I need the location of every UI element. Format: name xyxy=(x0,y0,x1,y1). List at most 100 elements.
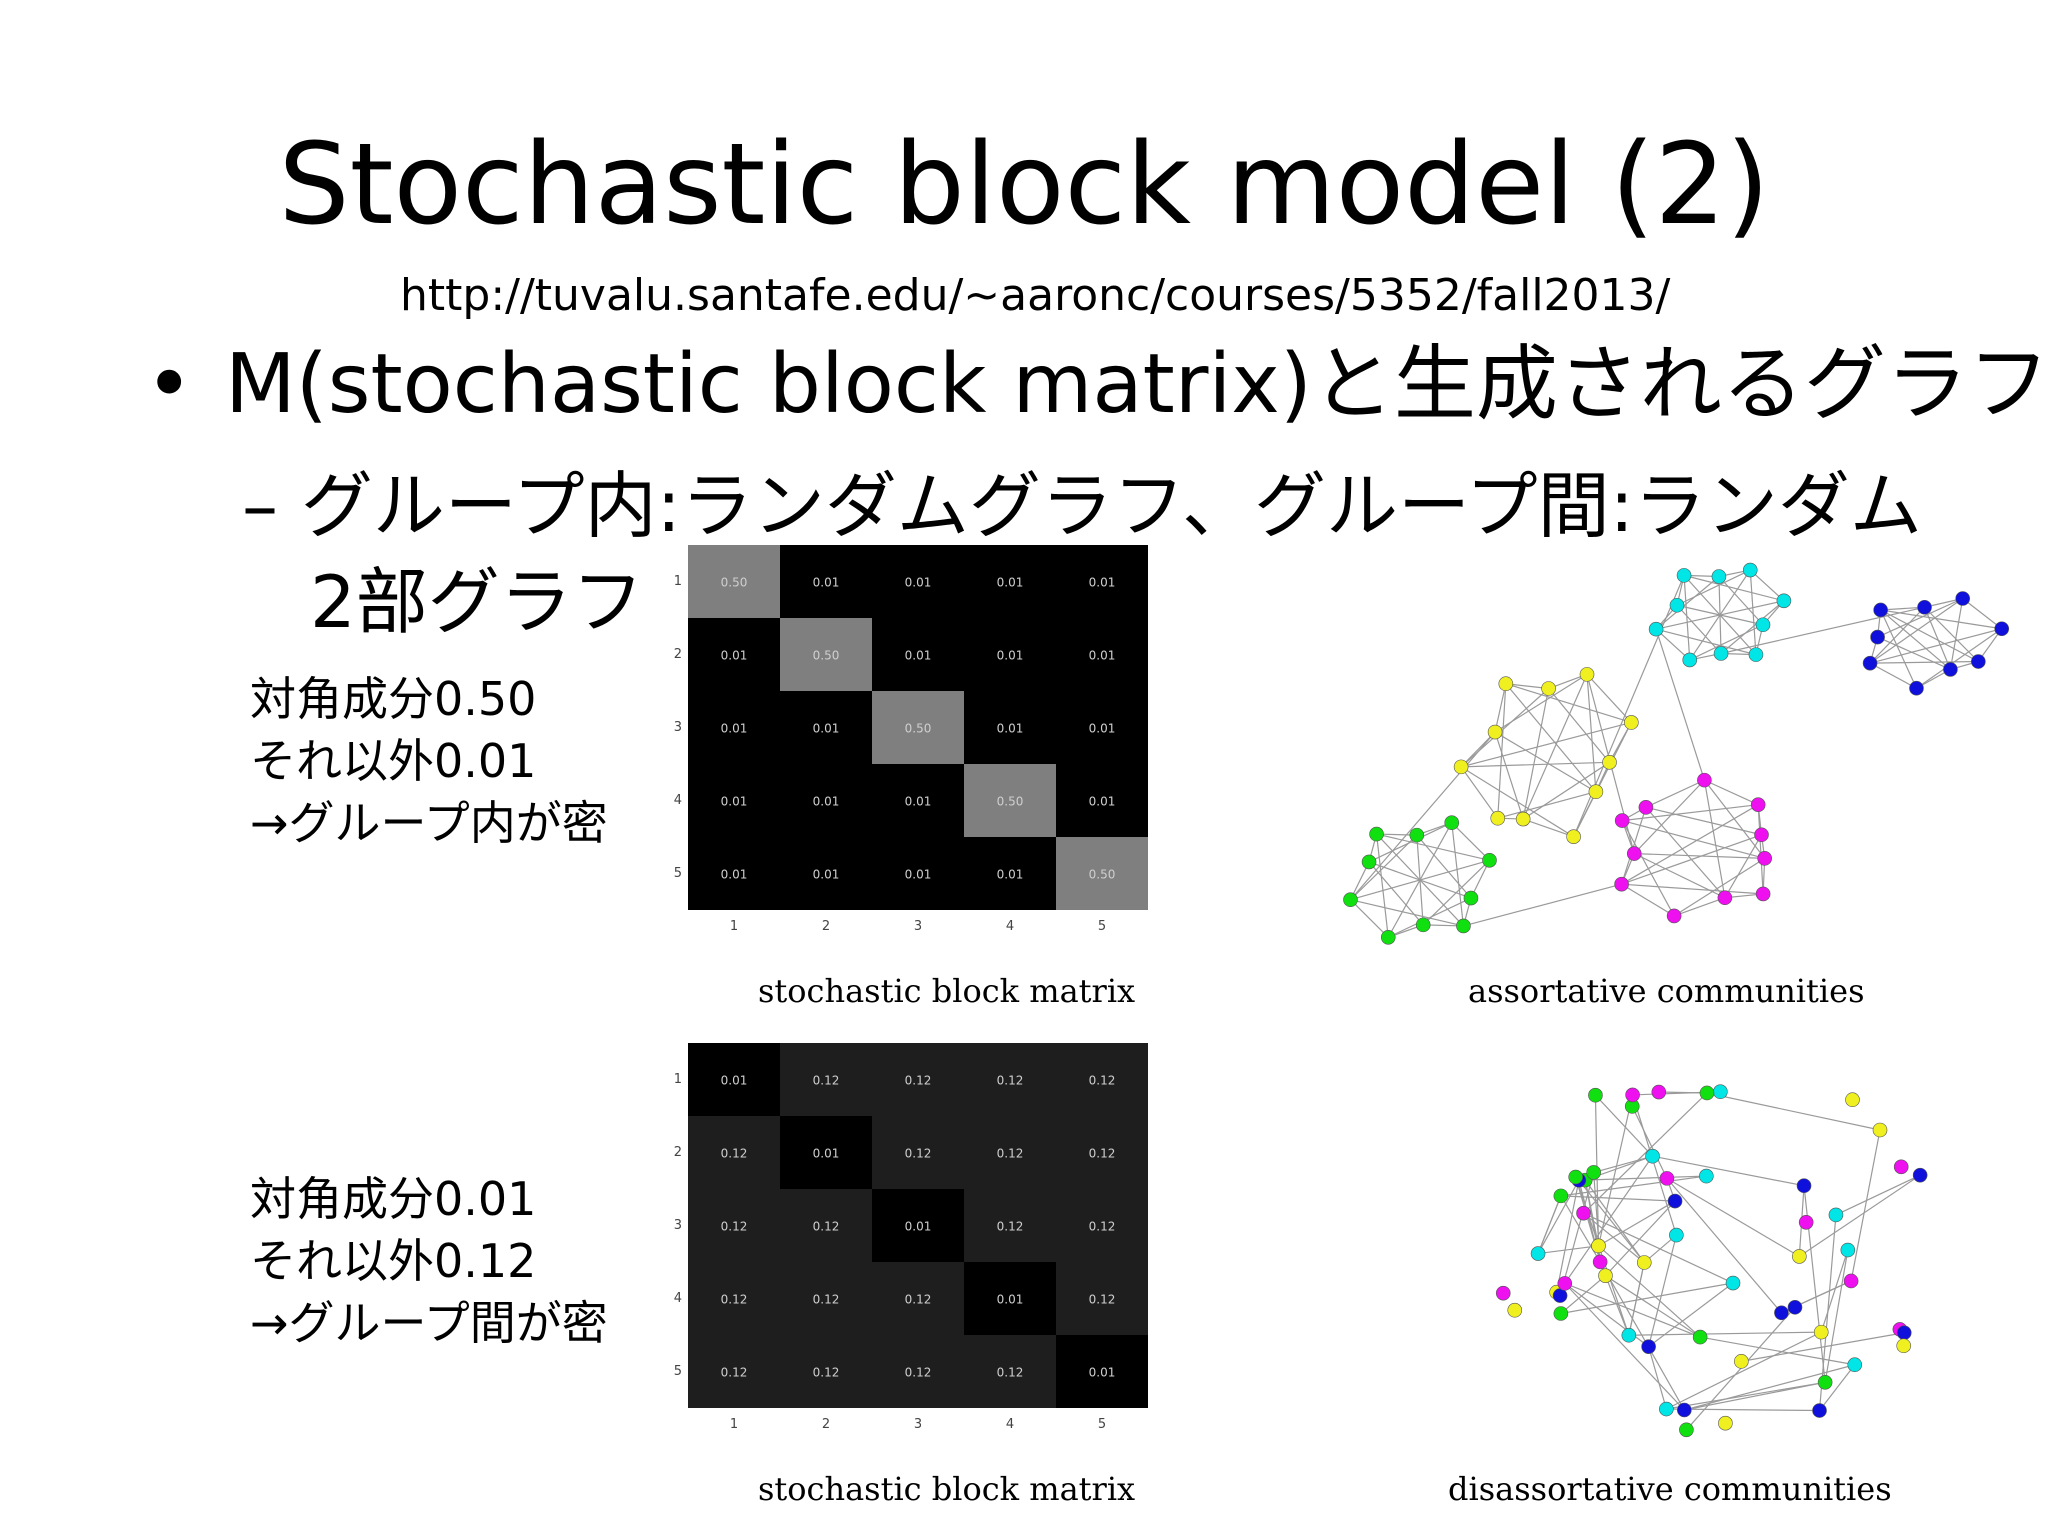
matrix-cell-value: 0.12 xyxy=(813,1366,840,1380)
graph-edge xyxy=(1578,1179,1645,1263)
matrix-cell-value: 0.01 xyxy=(813,795,840,809)
graph-node xyxy=(1415,917,1431,933)
matrix-cell xyxy=(964,691,1056,764)
graph-node xyxy=(1361,854,1377,870)
graph-node xyxy=(1718,1415,1733,1431)
graph-edge xyxy=(1634,852,1765,859)
graph-node xyxy=(1598,1268,1613,1283)
graph-edge xyxy=(1720,606,1925,655)
matrix-cell xyxy=(1056,1189,1148,1262)
graph-edge xyxy=(1460,766,1499,819)
note-line: それ以外0.01 xyxy=(250,734,537,788)
graph-edge xyxy=(1522,674,1588,820)
graph-node xyxy=(1669,1227,1684,1243)
graph-edge xyxy=(1564,1282,1701,1338)
matrix-cell-value: 0.01 xyxy=(997,649,1024,663)
matrix-cell-value: 0.12 xyxy=(1089,1220,1116,1234)
graph-edge xyxy=(1599,1261,1685,1411)
graph-edge xyxy=(1451,822,1465,926)
graph-node xyxy=(1588,784,1604,800)
matrix-cell xyxy=(688,1189,780,1262)
graph-edge xyxy=(1648,1346,1667,1410)
matrix-cell-value: 0.01 xyxy=(813,1147,840,1161)
source-url: http://tuvalu.santafe.edu/~aaronc/course… xyxy=(400,270,1671,321)
graph-edge xyxy=(1494,731,1597,793)
graph-node xyxy=(1711,569,1727,584)
graph-edge xyxy=(1522,688,1550,820)
matrix-cell xyxy=(688,764,780,837)
graph-node xyxy=(1699,1168,1714,1184)
matrix-row-label: 2 xyxy=(674,1145,682,1160)
matrix-cell xyxy=(964,1043,1056,1116)
graph-edge xyxy=(1460,721,1632,768)
graph-edge xyxy=(1560,1175,1707,1197)
graph-node xyxy=(1636,1255,1652,1270)
matrix-cell xyxy=(872,618,964,691)
matrix-cell xyxy=(780,691,872,764)
matrix-cell xyxy=(780,1116,872,1189)
graph-edge xyxy=(1673,897,1726,917)
matrix-cell-value: 0.12 xyxy=(905,1366,932,1380)
matrix-cell-value: 0.01 xyxy=(1089,722,1116,736)
matrix-cell-value: 0.12 xyxy=(721,1147,748,1161)
graph-node xyxy=(1498,676,1514,692)
graph-edge xyxy=(1621,883,1675,917)
matrix-cell xyxy=(780,1335,872,1408)
matrix-cell-value: 0.12 xyxy=(721,1293,748,1307)
graph-node xyxy=(1742,562,1758,578)
graph-node xyxy=(1713,1084,1728,1100)
graph-node xyxy=(1754,827,1769,843)
graph-edge xyxy=(1869,606,1925,664)
graph-node xyxy=(1873,602,1888,618)
bullet-main: • M(stochastic block matrix)と生成されるグラフ xyxy=(145,335,2048,435)
matrix-cell-value: 0.12 xyxy=(905,1147,932,1161)
graph-node xyxy=(1409,827,1425,843)
matrix-cell xyxy=(872,837,964,910)
graph-node xyxy=(1588,1087,1603,1103)
matrix-cell xyxy=(1056,837,1148,910)
graph-node xyxy=(1369,826,1384,842)
graph-node xyxy=(1812,1403,1827,1418)
graph-edge xyxy=(1461,761,1610,768)
graph-node xyxy=(1648,621,1664,637)
graph-edge xyxy=(1880,609,1951,670)
graph-node xyxy=(1380,929,1396,945)
graph-edge xyxy=(1718,576,1764,626)
matrix-cell xyxy=(688,1335,780,1408)
graph-edge xyxy=(1595,1094,1653,1157)
matrix-cell xyxy=(964,1335,1056,1408)
graph-edge xyxy=(1560,1282,1734,1315)
matrix-cell-value: 0.01 xyxy=(813,868,840,882)
matrix-row-label: 2 xyxy=(674,647,682,662)
matrix-cell-value: 0.12 xyxy=(997,1366,1024,1380)
graph-node xyxy=(1456,918,1471,934)
matrix-row-label: 3 xyxy=(674,1218,682,1233)
matrix-cell xyxy=(1056,691,1148,764)
graph-node xyxy=(1566,829,1581,844)
graph-node xyxy=(1679,1422,1694,1438)
graph-node xyxy=(1787,1299,1803,1315)
graph-edge xyxy=(1666,1177,1782,1314)
graph-edge xyxy=(1673,857,1766,917)
graph-edge xyxy=(1560,1275,1606,1314)
graph-node xyxy=(1659,1401,1674,1417)
matrix-cell xyxy=(872,691,964,764)
graph-node xyxy=(1896,1325,1912,1341)
slide-title: Stochastic block model (2) xyxy=(278,120,1770,250)
graph-edge xyxy=(1676,604,1722,654)
matrix-cell-value: 0.12 xyxy=(997,1220,1024,1234)
matrix-cell-value: 0.01 xyxy=(905,868,932,882)
matrix-caption: stochastic block matrix xyxy=(758,972,1136,1010)
graph-edge xyxy=(1683,575,1691,660)
matrix-cell xyxy=(780,1189,872,1262)
graph-node xyxy=(1692,1329,1708,1345)
matrix-cell xyxy=(964,1116,1056,1189)
graph-edge xyxy=(1706,1092,1881,1131)
matrix-cell-value: 0.01 xyxy=(997,868,1024,882)
matrix-cell xyxy=(872,1189,964,1262)
graph-edge xyxy=(1850,1129,1881,1282)
matrix-cell xyxy=(872,1262,964,1335)
graph-node xyxy=(1774,1305,1789,1321)
graph-node xyxy=(1530,1246,1546,1261)
graph-node xyxy=(1677,1402,1692,1418)
